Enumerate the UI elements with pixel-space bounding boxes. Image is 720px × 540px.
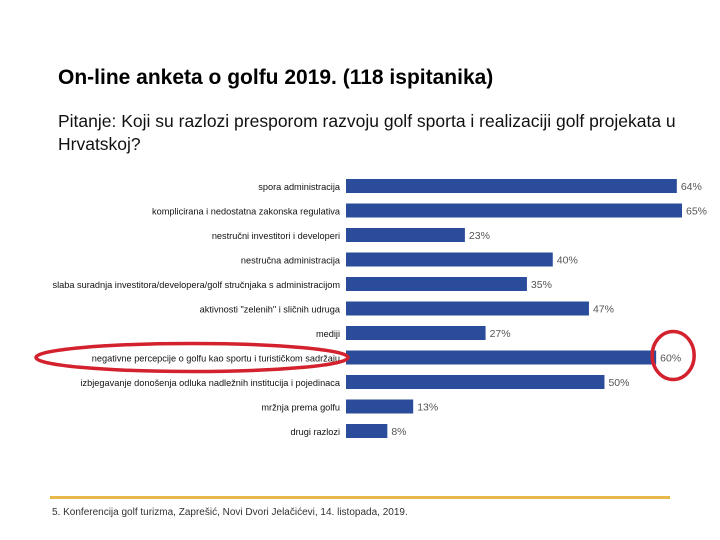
bar [346,252,553,267]
highlight-ellipse [34,341,350,374]
footer-divider [50,496,670,499]
bar [346,179,677,193]
footer-text: 5. Konferencija golf turizma, Zaprešić, … [52,507,408,518]
category-label: nestručni investitori i developeri [212,231,340,241]
category-label: aktivnosti "zelenih" i sličnih udruga [200,305,341,315]
value-label: 40% [557,255,578,267]
value-label: 60% [660,353,681,365]
value-label: 47% [593,304,614,316]
category-label: izbjegavanje donošenja odluka nadležnih … [81,378,341,388]
survey-question: Pitanje: Koji su razlozi presporom razvo… [58,111,676,154]
category-label: mržnja prema golfu [261,403,340,413]
category-label: negativne percepcije o golfu kao sportu … [92,354,340,364]
category-label: drugi razlozi [290,427,340,437]
bar [346,375,605,389]
bar [346,301,589,316]
bar [346,326,486,340]
value-label: 35% [531,279,552,291]
bar [346,350,657,365]
value-label: 64% [681,181,702,193]
category-label: spora administracija [258,182,341,192]
bar [346,203,682,218]
bar [346,399,414,414]
bar [346,228,465,242]
value-label: 27% [490,328,511,340]
slide-title: On-line anketa o golfu 2019. (118 ispita… [58,66,494,89]
value-label: 65% [686,206,707,218]
value-label: 8% [391,426,406,438]
bar [346,277,527,291]
category-label: slaba suradnja investitora/developera/go… [52,280,340,290]
value-label: 50% [608,377,629,389]
value-label: 23% [469,230,490,242]
category-label: nestručna administracija [241,256,341,266]
highlight-circle [650,329,696,382]
category-label: komplicirana i nedostatna zakonska regul… [152,207,341,217]
bar [346,424,388,438]
value-label: 13% [417,402,438,414]
category-label: mediji [316,329,340,339]
